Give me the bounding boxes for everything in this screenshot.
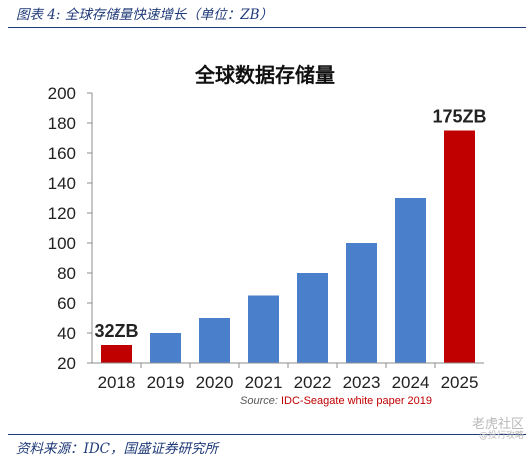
figure-caption: 图表 4: 全球存储量快速增长（单位：ZB） (16, 7, 274, 23)
x-tick-label: 2024 (392, 373, 430, 392)
bar-2020 (199, 318, 230, 363)
footer-divider (8, 434, 526, 435)
chart-source-note: Source: IDC-Seagate white paper 2019 (240, 395, 432, 407)
bar-2023 (346, 243, 377, 363)
y-tick-label: 40 (57, 324, 76, 343)
y-tick-label: 160 (48, 144, 76, 163)
footer-source: 资料来源：IDC，国盛证券研究所 (16, 441, 218, 457)
y-tick-label: 120 (48, 204, 76, 223)
bar-2022 (297, 273, 328, 363)
bars (101, 130, 475, 363)
watermark-main: 老虎社区 (471, 417, 524, 432)
x-tick-label: 2019 (147, 373, 185, 392)
y-tick-label: 20 (57, 354, 76, 373)
data-label-2018: 32ZB (94, 321, 138, 341)
x-tick-label: 2020 (196, 373, 234, 392)
y-tick-label: 140 (48, 174, 76, 193)
y-tick-label: 180 (48, 114, 76, 133)
x-tick-label: 2018 (98, 373, 136, 392)
chart-source-text: IDC-Seagate white paper 2019 (281, 395, 432, 407)
data-labels: 32ZB 175ZB (94, 107, 486, 342)
bar-2018 (101, 345, 132, 363)
bar-2019 (150, 333, 181, 363)
y-tick-label: 100 (48, 234, 76, 253)
x-axis-ticks: 2018 2019 2020 2021 2022 2023 2024 2025 (98, 363, 479, 392)
bar-2021 (248, 295, 279, 363)
data-label-2025: 175ZB (432, 107, 486, 127)
y-tick-label: 200 (48, 84, 76, 103)
chart-source-prefix: Source: (240, 395, 281, 407)
watermark: 老虎社区 @投行攻略 (471, 417, 524, 442)
x-tick-label: 2021 (245, 373, 283, 392)
y-axis-ticks: 20 40 60 80 100 120 140 160 180 200 (48, 84, 92, 373)
bar-2025 (444, 130, 475, 363)
caption-divider (8, 27, 526, 28)
y-tick-label: 80 (57, 264, 76, 283)
bar-2024 (395, 198, 426, 363)
chart-title: 全球数据存储量 (194, 63, 335, 87)
x-tick-label: 2022 (294, 373, 332, 392)
x-tick-label: 2023 (343, 373, 381, 392)
watermark-sub: @投行攻略 (478, 431, 524, 442)
y-tick-label: 60 (57, 294, 76, 313)
x-tick-label: 2025 (441, 373, 479, 392)
